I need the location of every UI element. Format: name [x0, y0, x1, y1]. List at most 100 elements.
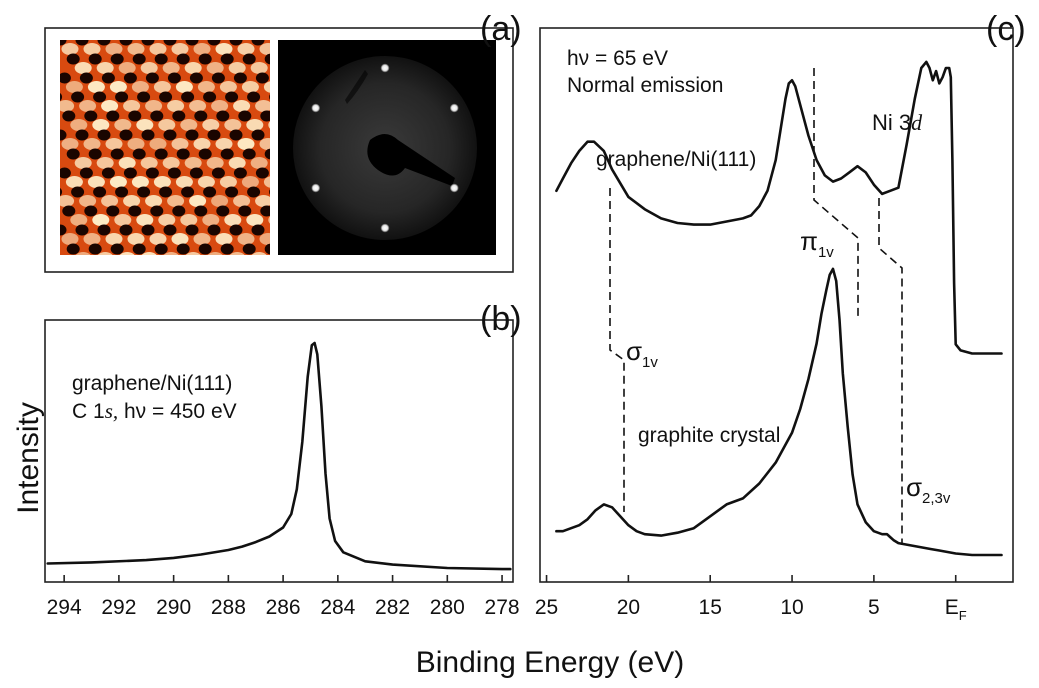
- stm-dark-site: [66, 243, 80, 255]
- stm-bright-site: [127, 138, 145, 150]
- leed-pattern: [278, 40, 496, 255]
- panel-c-x-tick-label: 5: [868, 596, 880, 619]
- stm-bright-site: [87, 81, 105, 93]
- stm-bright-site: [141, 252, 157, 255]
- stm-dark-site: [154, 243, 168, 255]
- stm-bright-site: [211, 195, 229, 207]
- stm-bright-site: [140, 62, 158, 74]
- stm-dark-site: [229, 129, 243, 141]
- stm-bright-site: [189, 195, 207, 207]
- panel-a-label: (a): [480, 10, 522, 48]
- stm-dark-site: [66, 148, 80, 160]
- stm-dark-site: [97, 224, 111, 236]
- stm-dark-site: [172, 110, 186, 122]
- panel-b-x-tick-label: 282: [375, 596, 410, 619]
- stm-bright-site: [180, 119, 198, 131]
- leed-spots: [311, 63, 459, 233]
- stm-bright-site: [211, 100, 229, 112]
- stm-dark-site: [101, 72, 115, 84]
- stm-bright-site: [241, 81, 259, 93]
- stm-dark-site: [60, 129, 67, 141]
- stm-dark-site: [62, 110, 76, 122]
- stm-bright-site: [228, 157, 246, 169]
- stm-dark-site: [60, 224, 67, 236]
- stm-dark-site: [194, 110, 208, 122]
- stm-bright-site: [105, 43, 123, 55]
- stm-bright-site: [246, 214, 264, 226]
- leed-spot: [380, 223, 390, 233]
- stm-bright-site: [123, 195, 141, 207]
- panel-c-emission: Normal emission: [567, 74, 723, 97]
- stm-bright-site: [259, 138, 270, 150]
- stm-bright-site: [60, 100, 75, 112]
- stm-dark-site: [93, 186, 107, 198]
- stm-dark-site: [242, 243, 256, 255]
- stm-dark-site: [216, 205, 230, 217]
- stm-bright-site: [246, 119, 264, 131]
- stm-bright-site: [193, 138, 211, 150]
- stm-dark-site: [71, 91, 85, 103]
- stm-bright-site: [61, 43, 79, 55]
- stm-dark-site: [207, 129, 221, 141]
- stm-dark-site: [150, 205, 164, 217]
- stm-bright-site: [114, 119, 132, 131]
- stm-dark-site: [172, 205, 186, 217]
- stm-dark-site: [181, 91, 195, 103]
- stm-bright-site: [250, 62, 268, 74]
- stm-dark-site: [220, 148, 234, 160]
- stm-dark-site: [251, 40, 265, 46]
- stm-dark-site: [123, 72, 137, 84]
- stm-dark-site: [60, 72, 71, 84]
- graphite-spectrum-line: [555, 267, 1003, 557]
- stm-bright-site: [158, 119, 176, 131]
- stm-dark-site: [211, 72, 225, 84]
- stm-dark-site: [141, 129, 155, 141]
- stm-bright-site: [79, 195, 97, 207]
- leed-spot: [449, 183, 459, 193]
- stm-bright-site: [259, 233, 270, 245]
- panel-b-x-tick-label: 286: [266, 596, 301, 619]
- stm-dark-site: [115, 91, 129, 103]
- stm-bright-site: [259, 43, 270, 55]
- stm-bright-site: [224, 214, 242, 226]
- stm-bright-site: [123, 100, 141, 112]
- stm-bright-site: [171, 233, 189, 245]
- stm-bright-site: [215, 138, 233, 150]
- stm-bright-site: [268, 121, 270, 129]
- stm-bright-site: [233, 100, 251, 112]
- stm-dark-site: [220, 53, 234, 65]
- stm-dark-site: [229, 224, 243, 236]
- stm-dark-site: [247, 186, 261, 198]
- stm-dark-site: [60, 40, 67, 46]
- stm-bright-site: [149, 43, 167, 55]
- stm-bright-site: [92, 214, 110, 226]
- stm-dark-site: [198, 148, 212, 160]
- stm-dark-site: [176, 148, 190, 160]
- panel-c-x-tick-label: 25: [535, 596, 558, 619]
- stm-bright-site: [163, 252, 179, 255]
- sigma1v-shift-line: [609, 188, 625, 512]
- graphene-label: graphene/Ni(111): [596, 148, 756, 171]
- stm-bright-site: [180, 214, 198, 226]
- stm-dark-site: [60, 92, 63, 102]
- stm-dark-site: [128, 205, 142, 217]
- stm-bright-site: [149, 138, 167, 150]
- stm-bright-site: [131, 81, 149, 93]
- stm-bright-site: [158, 214, 176, 226]
- stm-bright-site: [109, 81, 127, 93]
- stm-bright-site: [83, 233, 101, 245]
- stm-bright-site: [197, 81, 215, 93]
- sigma23v-shift-line: [878, 198, 903, 545]
- pi1v-shift-line: [813, 68, 859, 318]
- stm-bright-site: [149, 233, 167, 245]
- stm-bright-site: [75, 252, 91, 255]
- stm-bright-site: [136, 119, 154, 131]
- stm-bright-site: [61, 138, 79, 150]
- stm-dark-site: [198, 53, 212, 65]
- stm-dark-site: [255, 72, 269, 84]
- stm-dark-site: [75, 129, 89, 141]
- stm-dark-site: [60, 167, 71, 179]
- stm-dark-site: [242, 53, 256, 65]
- stm-bright-site: [224, 119, 242, 131]
- stm-dark-site: [260, 110, 270, 122]
